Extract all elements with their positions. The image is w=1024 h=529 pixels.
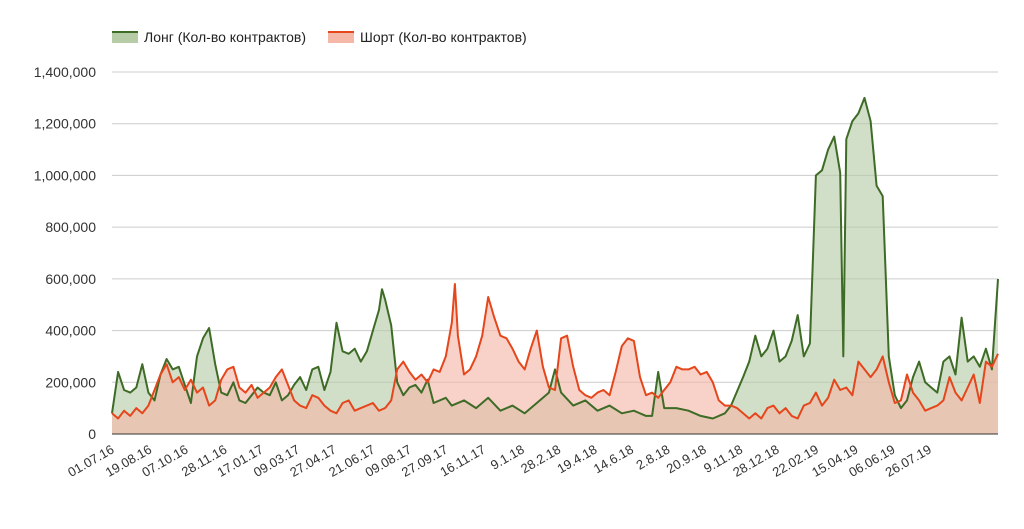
y-tick-label: 1,400,000 xyxy=(34,64,96,80)
series-line-0 xyxy=(111,96,999,420)
legend-swatch-short xyxy=(328,31,354,43)
series-line-1 xyxy=(111,283,999,420)
y-tick-label: 800,000 xyxy=(45,219,96,235)
legend-label-long: Лонг (Кол-во контрактов) xyxy=(144,29,306,45)
legend-label-short: Шорт (Кол-во контрактов) xyxy=(360,29,527,45)
legend-item-long[interactable]: Лонг (Кол-во контрактов) xyxy=(112,29,306,45)
y-tick-label: 0 xyxy=(88,426,96,442)
legend: Лонг (Кол-во контрактов) Шорт (Кол-во ко… xyxy=(112,29,549,45)
x-tick-label: 28.2.18 xyxy=(518,442,563,477)
x-tick-label: 14.6.18 xyxy=(591,442,636,477)
legend-item-short[interactable]: Шорт (Кол-во контрактов) xyxy=(328,29,527,45)
y-tick-label: 600,000 xyxy=(45,271,96,287)
series-area-1 xyxy=(112,284,998,434)
legend-swatch-long xyxy=(112,31,138,43)
y-tick-label: 1,200,000 xyxy=(34,116,96,132)
y-tick-label: 400,000 xyxy=(45,323,96,339)
y-tick-label: 1,000,000 xyxy=(34,167,96,183)
x-tick-label: 20.9.18 xyxy=(664,442,709,477)
x-tick-label: 19.4.18 xyxy=(554,442,599,477)
y-tick-label: 200,000 xyxy=(45,374,96,390)
